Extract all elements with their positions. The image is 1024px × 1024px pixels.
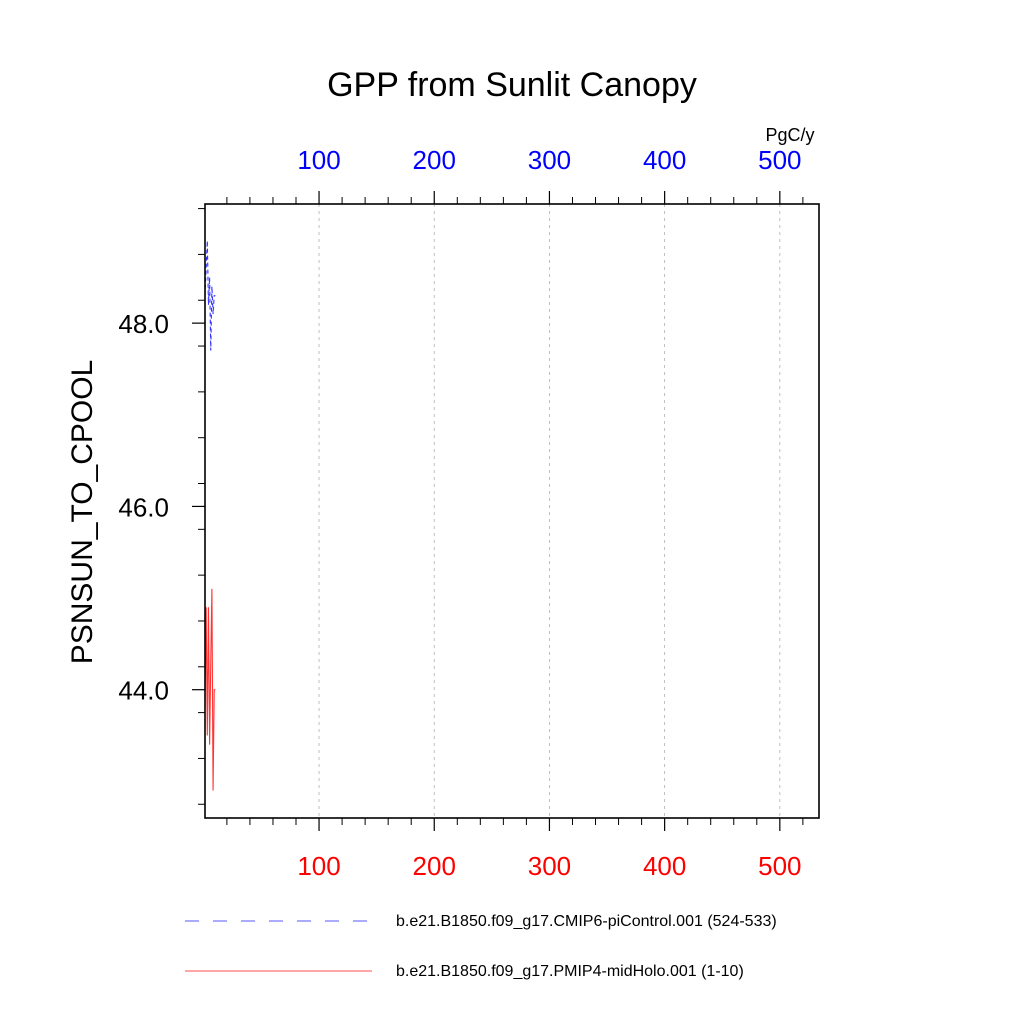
chart-title: GPP from Sunlit Canopy <box>327 66 697 104</box>
legend: b.e21.B1850.f09_g17.CMIP6-piControl.001 … <box>185 913 777 980</box>
tick-marks <box>192 191 804 831</box>
series-lines <box>204 240 216 791</box>
x-tick-label-top: 100 <box>297 145 340 175</box>
y-tick-label: 44.0 <box>118 676 169 706</box>
x-tick-label-top: 500 <box>758 145 801 175</box>
x-tick-label-top: 200 <box>413 145 456 175</box>
x-tick-label-bottom: 300 <box>528 851 571 881</box>
tick-labels: 100 200 300 400 500 100 200 300 400 500 44.0 46.0 48… <box>118 145 801 881</box>
plot-frame <box>204 203 820 819</box>
series-line-1 <box>204 240 216 351</box>
y-tick-label: 46.0 <box>118 492 169 522</box>
gridlines <box>318 204 781 818</box>
legend-label-series-2: b.e21.B1850.f09_g17.PMIP4-midHolo.001 (1… <box>396 963 744 980</box>
y-tick-label: 48.0 <box>118 309 169 339</box>
series-line-2 <box>204 588 216 791</box>
legend-label-series-1: b.e21.B1850.f09_g17.CMIP6-piControl.001 … <box>396 913 777 930</box>
x-tick-label-bottom: 400 <box>643 851 686 881</box>
x-tick-label-top: 400 <box>643 145 686 175</box>
x-tick-label-top: 300 <box>528 145 571 175</box>
x-tick-label-bottom: 200 <box>413 851 456 881</box>
x-tick-label-bottom: 500 <box>758 851 801 881</box>
y-axis-label: PSNSUN_TO_CPOOL <box>66 360 99 665</box>
units-label: PgC/y <box>765 125 814 145</box>
x-tick-label-bottom: 100 <box>297 851 340 881</box>
